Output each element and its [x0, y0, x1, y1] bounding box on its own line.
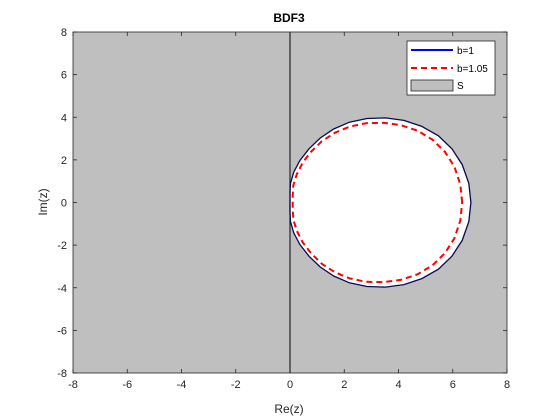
y-tick-label: -2: [57, 240, 67, 252]
y-tick-label: 4: [61, 112, 67, 124]
legend-label-b105: b=1.05: [457, 64, 488, 75]
x-tick-label: 4: [395, 379, 401, 391]
tick-labels: -8 -6 -4 -2 0 2 4 6 8 -8 -6 -4 -2 0 2 4 6 8: [57, 27, 510, 391]
legend-label-b1: b=1: [457, 46, 474, 57]
x-tick-label: -4: [177, 379, 187, 391]
legend-swatch-region: [410, 79, 454, 92]
x-tick-label: 2: [341, 379, 347, 391]
x-tick-label: -2: [231, 379, 241, 391]
y-tick-label: 8: [61, 27, 67, 39]
series-line-b1: [289, 117, 472, 288]
x-axis-label: Re(z): [274, 402, 303, 416]
tick-marks: [72, 31, 508, 374]
x-tick-label: -8: [68, 379, 78, 391]
stability-region-interior: [290, 117, 471, 288]
y-tick-label: -6: [57, 325, 67, 337]
y-tick-label: -4: [57, 283, 67, 295]
chart-title: BDF3: [273, 11, 305, 25]
y-axis-label: Im(z): [36, 188, 50, 215]
y-tick-label: -8: [57, 368, 67, 380]
x-tick-label: -6: [122, 379, 132, 391]
y-tick-label: 6: [61, 70, 67, 82]
legend: b=1 b=1.05 S: [406, 40, 496, 96]
x-tick-label: 6: [450, 379, 456, 391]
legend-label-region: S: [457, 81, 464, 92]
y-tick-label: 0: [61, 198, 67, 210]
x-tick-label: 0: [287, 379, 293, 391]
series-line-b105: [291, 121, 464, 284]
y-tick-label: 2: [61, 155, 67, 167]
x-tick-label: 8: [504, 379, 510, 391]
